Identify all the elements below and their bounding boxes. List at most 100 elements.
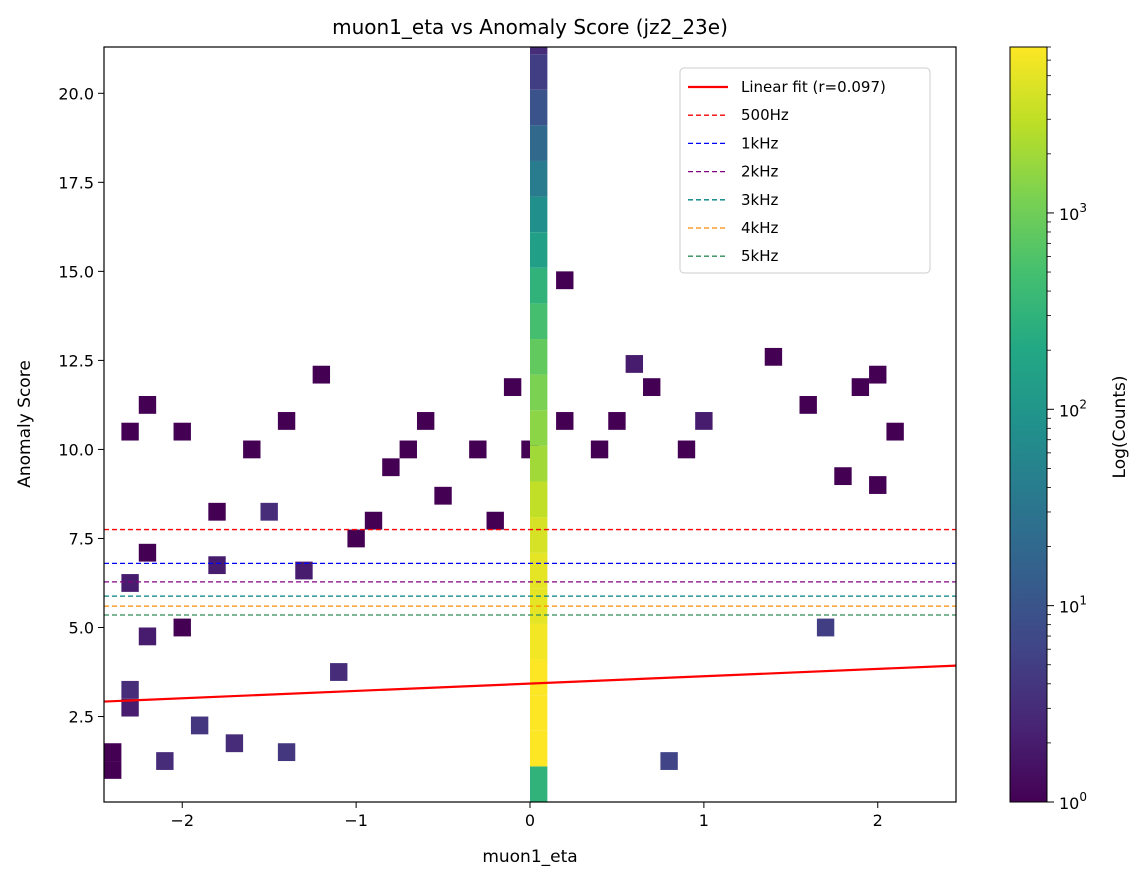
heatmap-bin [138, 543, 157, 562]
linear-fit-line [104, 664, 956, 703]
heatmap-bin [173, 618, 191, 637]
heatmap-bin [277, 412, 296, 430]
heatmap-central-bin [530, 730, 548, 767]
heatmap-bin [625, 355, 644, 373]
x-tick-label: 2 [873, 811, 883, 830]
heatmap-bin [138, 627, 157, 646]
heatmap-bin [173, 422, 191, 441]
colorbar-tick-label: 103 [1059, 201, 1087, 224]
heatmap-central-bin [530, 766, 548, 802]
heatmap-bin [121, 422, 139, 441]
heatmap-bin [469, 440, 487, 459]
heatmap-central-bin [530, 374, 548, 411]
legend-label: 3kHz [741, 191, 779, 209]
y-tick-label: 15.0 [58, 262, 94, 281]
heatmap-bin [104, 743, 122, 762]
y-tick-label: 7.5 [69, 529, 94, 548]
heatmap-bin [695, 412, 713, 430]
x-axis-label: muon1_eta [482, 847, 577, 867]
heatmap-bin [225, 734, 244, 753]
y-tick-label: 2.5 [69, 708, 94, 727]
heatmap-central-bin [530, 47, 548, 55]
y-tick-label: 20.0 [58, 84, 94, 103]
y-tick-label: 17.5 [58, 173, 94, 192]
legend-label: Linear fit (r=0.097) [741, 78, 886, 96]
heatmap-central-bin [530, 623, 548, 660]
heatmap-bin [190, 716, 209, 735]
x-tick-label: 0 [525, 811, 535, 830]
legend-label: 500Hz [741, 106, 789, 124]
legend-label: 2kHz [741, 163, 779, 181]
legend: Linear fit (r=0.097) 500Hz 1kHz 2kHz 3kHz 4kH… [679, 67, 931, 274]
heatmap-bin [816, 618, 835, 637]
heatmap-central-bin [530, 160, 548, 197]
heatmap-central-bin [530, 410, 548, 446]
heatmap-bin [295, 561, 313, 580]
heatmap-bin [277, 743, 296, 762]
heatmap-bin [556, 271, 574, 290]
heatmap-central-bin [530, 303, 548, 340]
heatmap-bin [121, 680, 139, 699]
colorbar: Log(Counts) 100 101 102 103 [1009, 46, 1130, 813]
heatmap-central-bin [530, 196, 548, 233]
heatmap-central-bin [530, 232, 548, 268]
heatmap-bin [104, 761, 122, 779]
heatmap-bin [312, 365, 331, 384]
heatmap-bin [608, 412, 626, 430]
heatmap-central-bin [530, 695, 548, 731]
heatmap-bin [208, 502, 226, 521]
x-tick-label: 1 [699, 811, 709, 830]
threshold-lines [104, 528, 956, 616]
heatmap-bin [156, 752, 174, 770]
heatmap-central-bin [530, 659, 548, 696]
colorbar-tick-label: 100 [1059, 790, 1087, 813]
heatmap-bin [260, 502, 278, 521]
heatmap-central-bin [530, 517, 548, 553]
heatmap-bin [243, 440, 261, 459]
heatmap-bin [834, 467, 852, 486]
heatmap-bin [503, 378, 522, 397]
heatmap-central-bin [530, 552, 548, 589]
heatmap-bin [399, 440, 417, 459]
heatmap-central-bin [530, 54, 548, 90]
heatmap-bin [677, 440, 696, 459]
legend-label: 1kHz [741, 134, 779, 152]
y-axis-ticks: 2.5 5.0 7.5 10.0 12.5 15.0 17.5 20.0 [58, 84, 104, 727]
heatmap-bin [347, 529, 365, 548]
chart-title: muon1_eta vs Anomaly Score (jz2_23e) [332, 15, 728, 39]
heatmap-bin [643, 378, 661, 397]
legend-label: 5kHz [741, 247, 779, 265]
x-tick-label: −1 [344, 811, 368, 830]
heatmap-central-bin [530, 267, 548, 304]
legend-box [679, 67, 931, 274]
heatmap-bin [799, 396, 817, 414]
heatmap-bin [382, 458, 400, 477]
colorbar-tick-label: 102 [1059, 397, 1087, 420]
colorbar-tick-label: 101 [1059, 594, 1087, 617]
heatmap-central-bin [530, 125, 548, 161]
heatmap-bin [330, 663, 348, 681]
heatmap-bin [434, 486, 452, 505]
y-axis-label: Anomaly Score [15, 360, 35, 488]
colorbar-label: Log(Counts) [1110, 376, 1130, 479]
heatmap-bin [121, 698, 139, 717]
y-tick-label: 10.0 [58, 440, 94, 459]
x-axis-ticks: −2 −1 0 1 2 [170, 802, 883, 830]
heatmap-bin [138, 396, 157, 414]
heatmap-bin [590, 440, 609, 459]
heatmap-bin [764, 347, 783, 366]
y-tick-label: 12.5 [58, 351, 94, 370]
heatmap-bin [869, 476, 887, 494]
heatmap-bin [364, 511, 383, 530]
fit-line-layer [104, 664, 956, 703]
x-tick-label: −2 [170, 811, 194, 830]
y-tick-label: 5.0 [69, 618, 94, 637]
legend-label: 4kHz [741, 219, 779, 237]
heatmap-central-bin [530, 89, 548, 126]
heatmap-bin [486, 511, 504, 530]
colorbar-gradient [1009, 46, 1048, 803]
heatmap-layer [104, 47, 904, 802]
heatmap-central-bin [530, 481, 548, 518]
heatmap-bin [556, 412, 574, 430]
